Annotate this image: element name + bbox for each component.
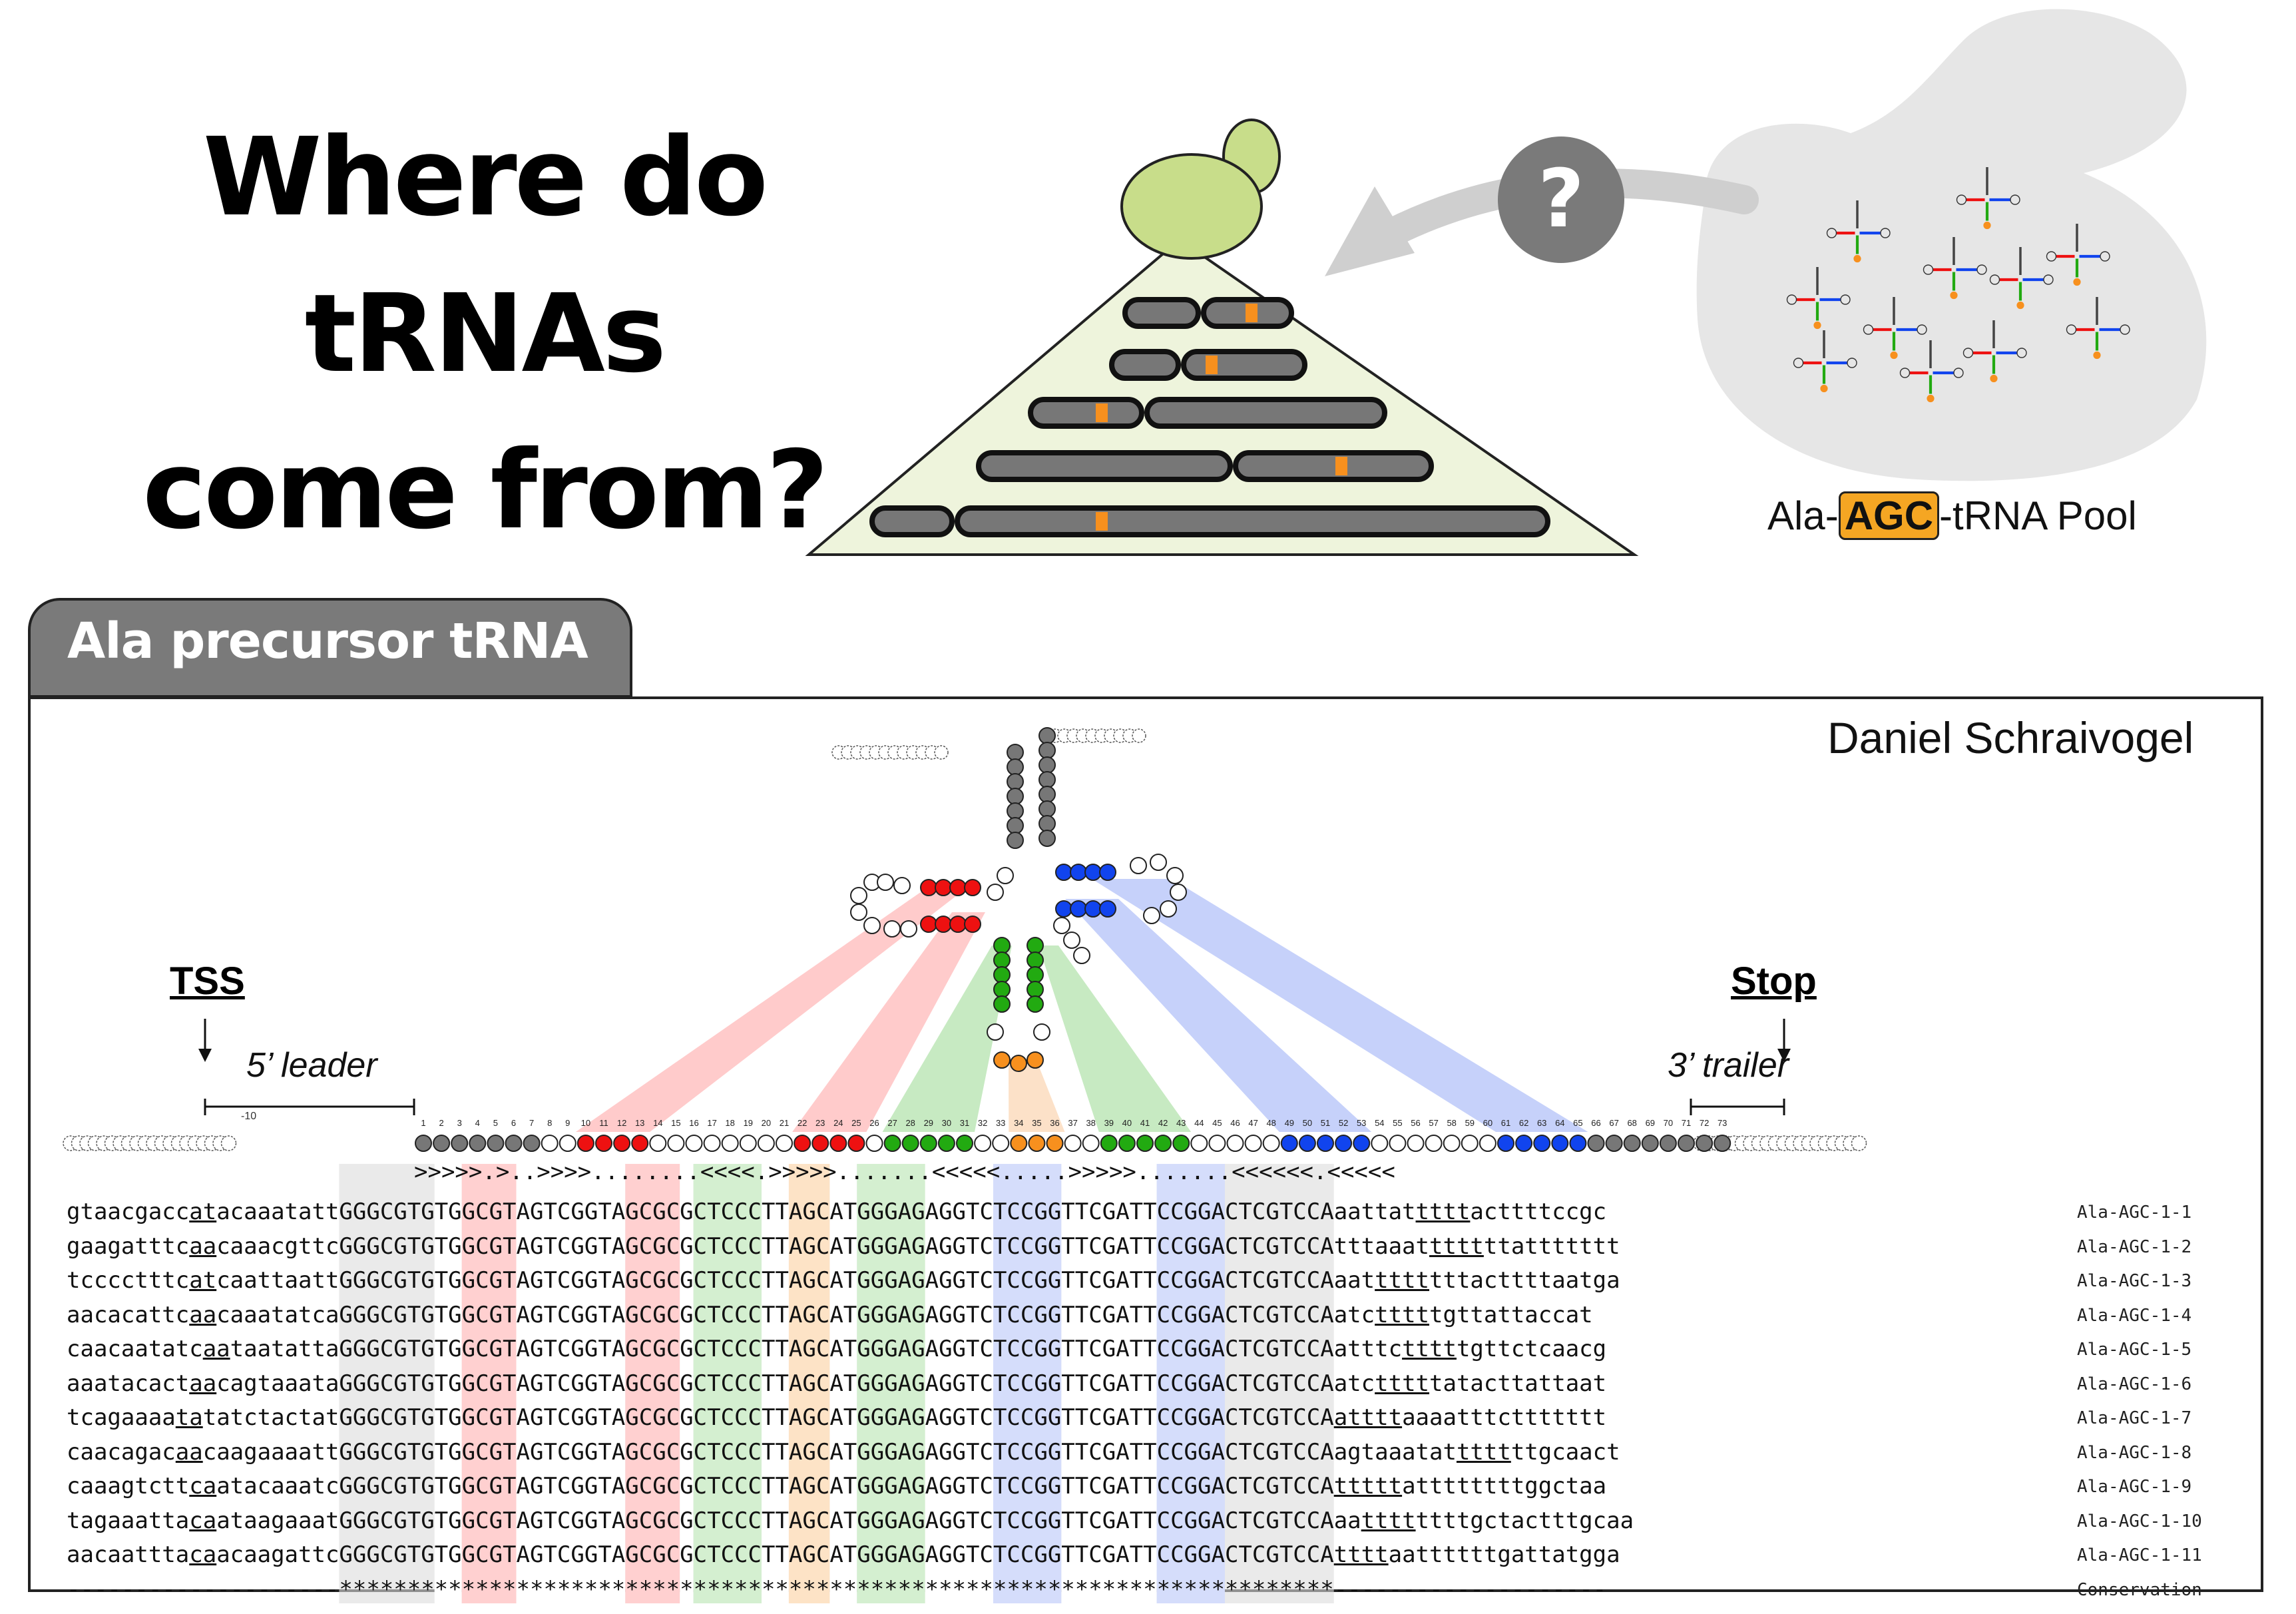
question-mark: ? [1538, 153, 1584, 246]
main-title: Where do tRNAs come from? [80, 100, 889, 569]
top-illustration: ? [805, 9, 2207, 556]
pool-label-prefix: Ala- [1767, 493, 1839, 538]
alignment-row: gtaacgaccatacaaatattGGGCGTGTGGCGTAGTCGGT… [67, 1199, 1607, 1225]
alignment-row: tcagaaaatatatctactatGGGCGTGTGGCGTAGTCGGT… [67, 1404, 1607, 1431]
yeast-cell-icon [1120, 153, 1263, 260]
pool-label-suffix: -tRNA Pool [1939, 493, 2137, 538]
chromosome-arm [1122, 297, 1201, 329]
trna-icon [1826, 200, 1891, 263]
chromosome-arm [1109, 349, 1181, 381]
conservation-row: --------------------********************… [67, 1575, 1607, 1603]
chromosome-arm [1028, 397, 1144, 429]
dot-bracket-structure: >>>>>.>..>>>>........<<<<.>>>>>.......<<… [414, 1159, 1395, 1185]
row-label: Ala-AGC-1-10 [2077, 1511, 2202, 1531]
row-label: Ala-AGC-1-3 [2077, 1271, 2192, 1291]
chromosome-arm [1181, 349, 1307, 381]
trna-gene-marker [1096, 404, 1108, 422]
title-line-1: Where do tRNAs [202, 115, 768, 397]
stop-label: Stop [1731, 959, 1817, 1003]
trna-icon [2046, 224, 2110, 286]
trna-gene-marker [1096, 512, 1108, 531]
chromosomes [869, 297, 1550, 537]
conservation-label: Conservation [2077, 1579, 2202, 1600]
trailer-label: 3’ trailer [1668, 1046, 1789, 1085]
row-label: Ala-AGC-1-4 [2077, 1305, 2192, 1326]
minus-ten-label: -10 [241, 1111, 257, 1122]
row-label: Ala-AGC-1-8 [2077, 1442, 2192, 1463]
title-line-2: come from? [142, 428, 829, 553]
row-label: Ala-AGC-1-11 [2077, 1545, 2202, 1565]
alignment-row: caacaatatcaataatattaGGGCGTGTGGCGTAGTCGGT… [67, 1336, 1607, 1362]
cell-background [1696, 9, 2207, 481]
alignment-row: aaatacactaacagtaaataGGGCGTGTGGCGTAGTCGGT… [67, 1370, 1607, 1397]
alignment-row: caaagtcttcaatacaaatcGGGCGTGTGGCGTAGTCGGT… [67, 1473, 1607, 1499]
trna-icon [1923, 237, 1987, 300]
chromosome-arm [1144, 397, 1387, 429]
trna-icon [1899, 340, 1964, 403]
trna-icon [1962, 320, 2027, 383]
row-label: Ala-AGC-1-5 [2077, 1340, 2192, 1360]
row-label: Ala-AGC-1-9 [2077, 1477, 2192, 1497]
chromosome-arm [1233, 450, 1434, 482]
trna-gene-marker [1206, 356, 1218, 374]
trna-icon [1956, 167, 2020, 230]
question-circle [1498, 136, 1624, 263]
alignment-row: tcccctttcatcaattaattGGGCGTGTGGCGTAGTCGGT… [67, 1267, 1620, 1294]
author-name: Daniel Schraivogel [1827, 713, 2194, 762]
pool-label: Ala- AGC -tRNA Pool [1767, 491, 2137, 540]
alignment-row: aacaatttacaacaagattcGGGCGTGTGGCGTAGTCGGT… [67, 1541, 1620, 1568]
trna-icon [1989, 247, 2054, 310]
alignment-row: tagaaattacaataagaaatGGGCGTGTGGCGTAGTCGGT… [67, 1507, 1634, 1534]
arrow-head-icon [1325, 186, 1415, 276]
trna-icon [1863, 297, 1927, 360]
tss-label: TSS [170, 959, 245, 1003]
trna-pool-icons [1786, 167, 2130, 403]
alignment-row: aacacattcaacaaatatcaGGGCGTGTGGCGTAGTCGGT… [67, 1301, 1593, 1328]
trna-icon [1793, 330, 1857, 393]
chromosome-arm [869, 505, 955, 537]
trna-gene-marker [1335, 457, 1347, 475]
alignment-row: caacagacaacaagaaaattGGGCGTGTGGCGTAGTCGGT… [67, 1438, 1620, 1466]
leader-label: 5’ leader [246, 1046, 377, 1085]
trna-icon [1786, 267, 1851, 330]
alignment-row: gaagatttcaacaaacgttcGGGCGTGTGGCGTAGTCGGT… [67, 1232, 1620, 1260]
chromosome-arm [976, 450, 1233, 482]
row-label: Ala-AGC-1-1 [2077, 1203, 2192, 1222]
panel-title: Ala precursor tRNA [67, 613, 588, 670]
trna-icon [2066, 297, 2130, 360]
trna-gene-marker [1246, 304, 1258, 322]
chromosome-arm [955, 505, 1550, 537]
row-label: Ala-AGC-1-7 [2077, 1408, 2192, 1428]
row-label: Ala-AGC-1-6 [2077, 1374, 2192, 1394]
row-label: Ala-AGC-1-2 [2077, 1236, 2192, 1257]
pool-label-anticodon: AGC [1838, 491, 1940, 540]
panel-tab: Ala precursor tRNA [28, 598, 632, 698]
